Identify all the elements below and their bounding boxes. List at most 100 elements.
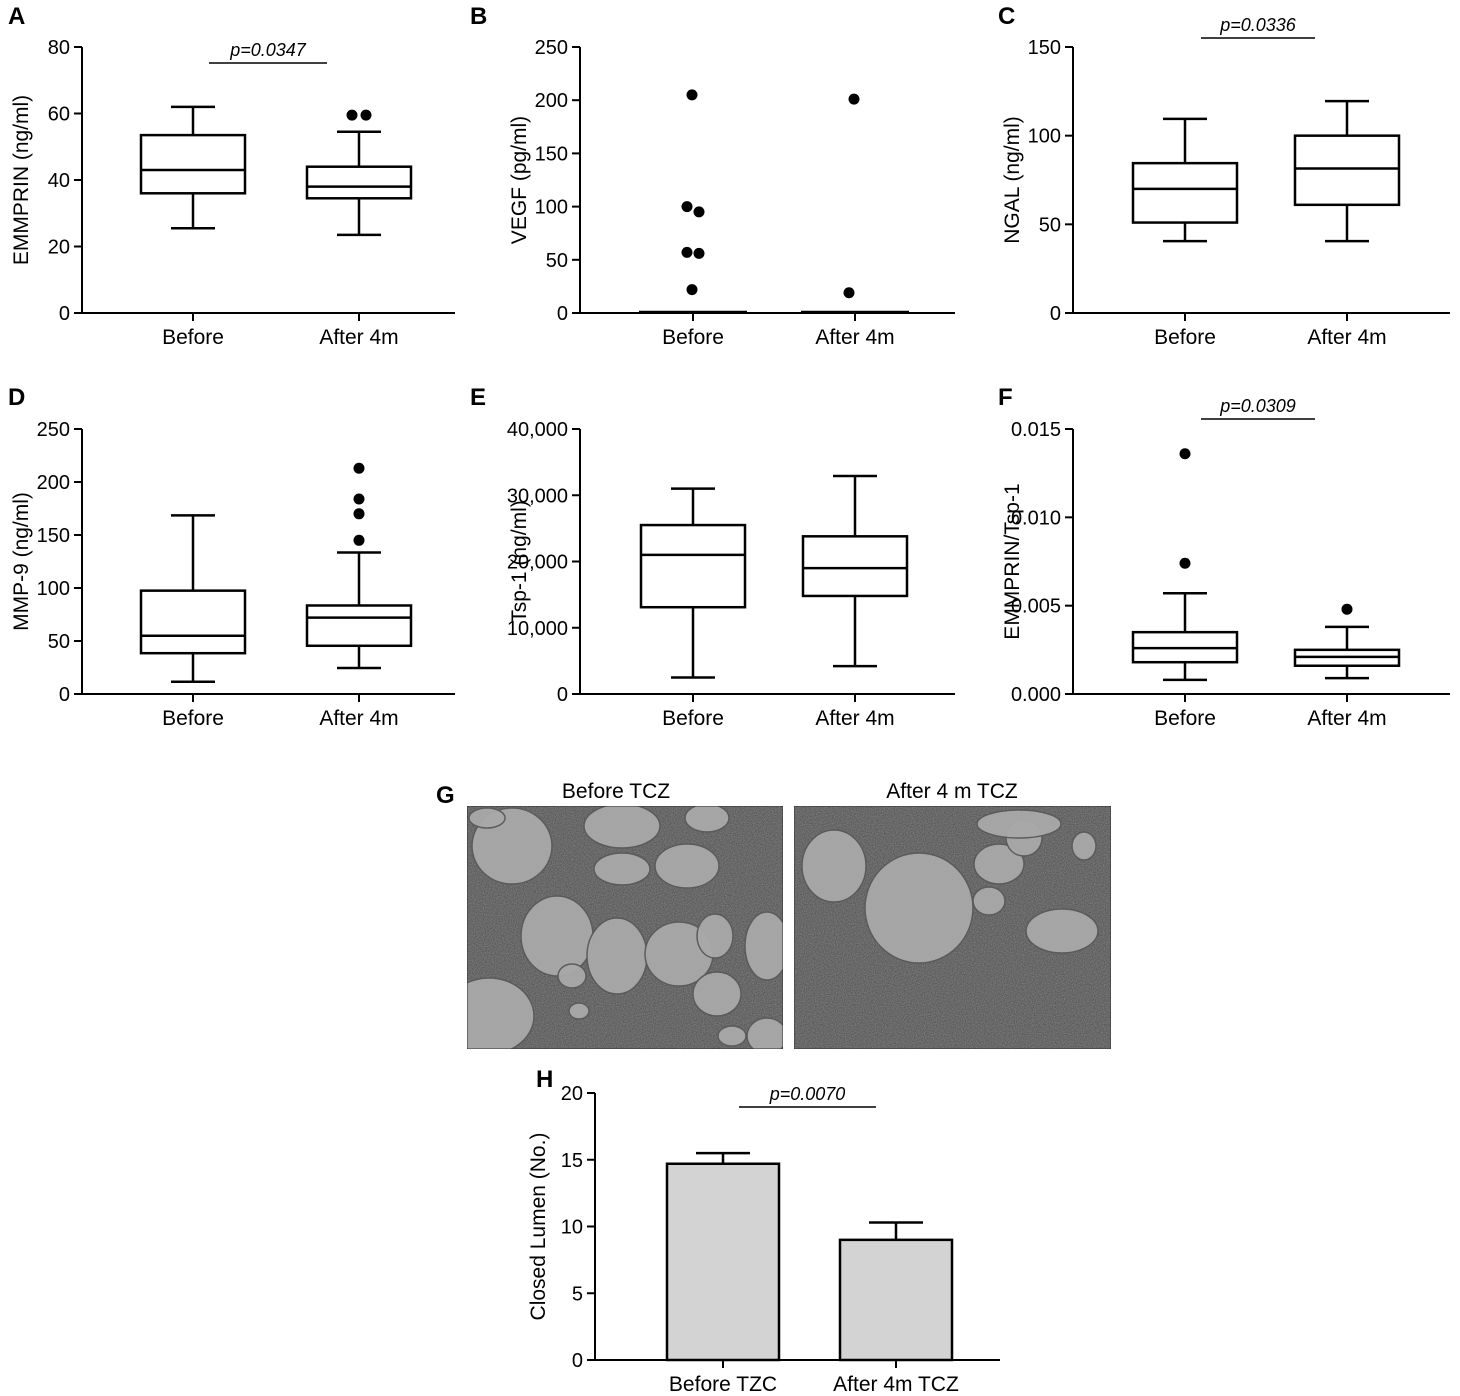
y-tick-label: 250 xyxy=(535,37,568,59)
x-tick-label: After 4m xyxy=(1307,326,1386,349)
y-tick-label: 30,000 xyxy=(507,485,568,507)
y-tick-label: 20,000 xyxy=(507,552,568,574)
lumen-shape xyxy=(467,977,535,1049)
y-tick-label: 50 xyxy=(1039,214,1061,236)
y-tick-label: 0.005 xyxy=(1011,596,1061,618)
lumen-shape xyxy=(717,1025,747,1047)
lumen-shape xyxy=(864,852,974,964)
iqr-box xyxy=(801,535,909,598)
y-tick-label: 0 xyxy=(59,303,70,325)
y-tick-label: 0 xyxy=(1050,303,1061,325)
y-tick-label: 40,000 xyxy=(507,419,568,441)
lumen-shape xyxy=(692,971,742,1017)
outlier-point xyxy=(681,201,693,213)
y-tick-label: 40 xyxy=(48,170,70,192)
lumen-shape xyxy=(568,1002,590,1020)
outlier-point xyxy=(1179,448,1191,460)
lumen-shape xyxy=(1025,908,1099,954)
x-tick-label: After 4m xyxy=(319,326,398,349)
x-tick-label: Before xyxy=(662,326,724,349)
lumen-shape xyxy=(684,806,730,833)
panel-letter: A xyxy=(8,3,25,30)
panel-d: D 0 50 100 150 200 250 MMP-9 (ng/ml) Before After… xyxy=(8,384,455,730)
panel-e: E 0 10,000 20,000 30,000 40,000 Tsp-1 (ng/ml) B… xyxy=(470,384,955,730)
box-0 xyxy=(639,487,747,679)
y-tick-label: 20 xyxy=(48,237,70,259)
y-tick-label: 200 xyxy=(37,472,70,494)
lumen-shape xyxy=(801,829,867,903)
panel-f: F 0.000 0.005 0.010 0.015 EMMPRIN/Tsp-1 Before… xyxy=(998,384,1450,730)
box-1 xyxy=(1293,99,1401,243)
outlier-point xyxy=(353,534,365,546)
y-axis-label: NGAL (ng/ml) xyxy=(1001,116,1024,244)
box-1 xyxy=(801,474,909,668)
panel-a: A 0 20 40 60 80 EMMPRIN (ng/ml) Before After 4m p… xyxy=(8,3,455,349)
y-axis-label: EMMPRIN/Tsp-1 xyxy=(1001,483,1024,639)
iqr-box xyxy=(1293,134,1401,207)
y-tick-label: 5 xyxy=(572,1283,583,1305)
x-tick-label: Before xyxy=(662,707,724,730)
panel-h: H 0 5 10 15 20 Closed Lumen (No.) Before TZC Aft… xyxy=(527,1066,1000,1396)
y-tick-label: 50 xyxy=(546,250,568,272)
y-tick-label: 60 xyxy=(48,104,70,126)
x-tick-label: After 4m xyxy=(1307,707,1386,730)
outlier-point xyxy=(1179,557,1191,569)
y-axis-label: Closed Lumen (No.) xyxy=(527,1133,550,1321)
y-axis-label: MMP-9 (ng/ml) xyxy=(10,492,33,631)
outlier-point xyxy=(681,246,693,258)
y-tick-label: 0.015 xyxy=(1011,419,1061,441)
charts-layer: A 0 20 40 60 80 EMMPRIN (ng/ml) Before After 4m p… xyxy=(8,3,1450,1396)
lumen-shape xyxy=(972,886,1006,916)
lumen-shape xyxy=(557,963,587,989)
outlier-point xyxy=(693,247,705,259)
y-tick-label: 20 xyxy=(561,1083,583,1105)
p-value-label: p=0.0070 xyxy=(769,1084,846,1104)
x-tick-label: Before TZC xyxy=(669,1373,777,1396)
x-tick-label: After 4m TCZ xyxy=(833,1373,959,1396)
outlier-point xyxy=(353,508,365,520)
iqr-box xyxy=(139,589,247,655)
y-tick-label: 150 xyxy=(37,525,70,547)
y-tick-label: 10,000 xyxy=(507,618,568,640)
box-0 xyxy=(139,514,247,684)
panel-letter: G xyxy=(436,782,455,809)
y-tick-label: 250 xyxy=(37,419,70,441)
y-axis-label: VEGF (pg/ml) xyxy=(508,116,531,244)
micrograph-content xyxy=(467,806,783,1049)
iqr-box xyxy=(305,604,413,648)
lumen-shape xyxy=(744,911,783,981)
y-tick-label: 150 xyxy=(535,143,568,165)
micrograph-content xyxy=(794,806,1111,1049)
lumen-shape xyxy=(746,1017,783,1049)
micrograph-title-after: After 4 m TCZ xyxy=(886,780,1018,803)
lumen-shape xyxy=(593,852,651,886)
x-tick-label: After 4m xyxy=(319,707,398,730)
panel-c: C 0 50 100 150 NGAL (ng/ml) Before After 4m p=0.… xyxy=(998,3,1450,349)
box-0 xyxy=(139,105,247,230)
lumen-shape xyxy=(468,807,506,829)
lumen-shape xyxy=(1071,831,1097,861)
x-tick-label: After 4m xyxy=(815,326,894,349)
micrograph-after xyxy=(794,806,1111,1049)
outlier-point xyxy=(843,287,855,299)
box-1 xyxy=(801,93,909,314)
bar xyxy=(838,1238,954,1362)
y-tick-label: 80 xyxy=(48,37,70,59)
outlier-point xyxy=(353,493,365,505)
x-tick-label: Before xyxy=(162,326,224,349)
micrograph-panel: G Before TCZ After 4 m TCZ xyxy=(436,780,1111,1049)
bar xyxy=(665,1162,781,1362)
panel-b: B 0 50 100 150 200 250 VEGF (pg/ml) Before After … xyxy=(470,3,955,349)
iqr-box xyxy=(305,165,413,200)
panel-letter: D xyxy=(8,384,25,411)
y-tick-label: 0 xyxy=(572,1350,583,1372)
micrograph-title-before: Before TCZ xyxy=(562,780,670,803)
x-tick-label: Before xyxy=(162,707,224,730)
lumen-shape xyxy=(976,809,1062,839)
lumen-shape xyxy=(654,843,720,889)
y-tick-label: 200 xyxy=(535,90,568,112)
lumen-shape xyxy=(973,843,1025,885)
outlier-point xyxy=(360,109,372,121)
y-tick-label: 100 xyxy=(1028,126,1061,148)
